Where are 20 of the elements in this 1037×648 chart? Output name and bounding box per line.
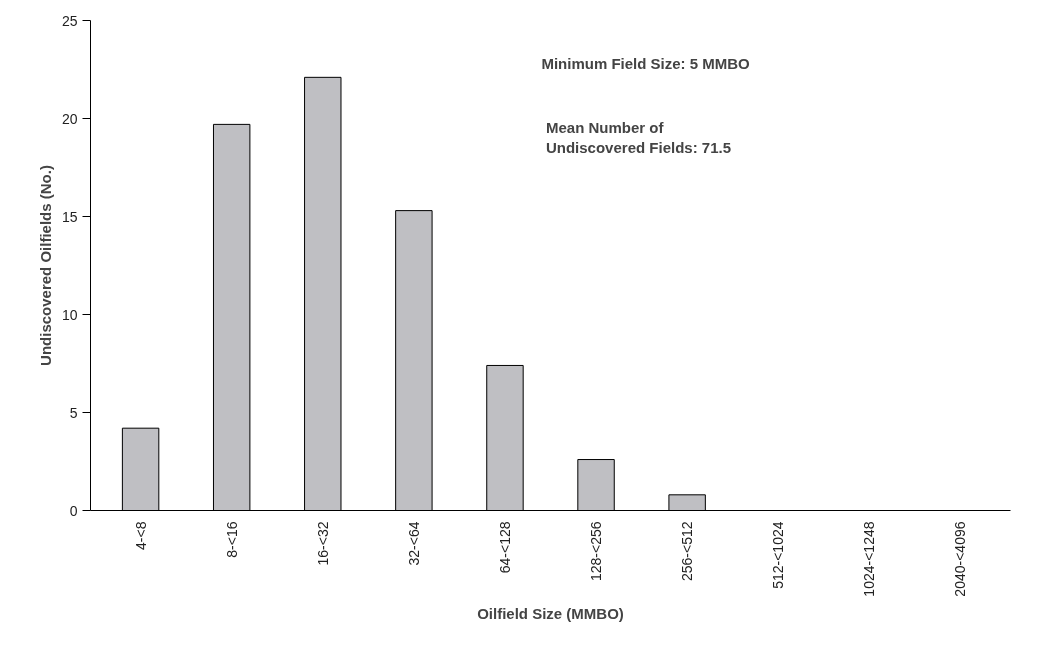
y-tick-label: 10 [61,306,78,323]
x-tick-label: 64-<128 [496,521,513,574]
y-axis-title: Undiscovered Oilfields (No.) [36,165,54,366]
x-tick-label: 128-<256 [588,521,605,582]
x-tick-label: 32-<64 [405,521,422,566]
y-tick-label: 20 [61,110,78,127]
x-tick-label: 8-<16 [223,521,240,558]
y-tick-label: 15 [61,208,78,225]
y-tick-label: 5 [69,404,78,421]
x-tick-label: 512-<1024 [770,521,787,589]
x-axis-title: Oilfield Size (MMBO) [477,604,624,622]
x-tick-label: 2040-<4096 [952,521,969,597]
annotation: Mean Number of Undiscovered Fields: 71.5 [545,118,732,156]
y-tick-label: 0 [69,502,78,519]
x-tick-label: 1024-<1248 [861,521,878,597]
annotation: Minimum Field Size: 5 MMBO [541,54,751,72]
x-tick-label: 4-<8 [132,521,149,550]
x-tick-label: 256-<512 [679,521,696,582]
x-tick-label: 16-<32 [314,521,331,566]
y-tick-label: 25 [61,12,78,29]
